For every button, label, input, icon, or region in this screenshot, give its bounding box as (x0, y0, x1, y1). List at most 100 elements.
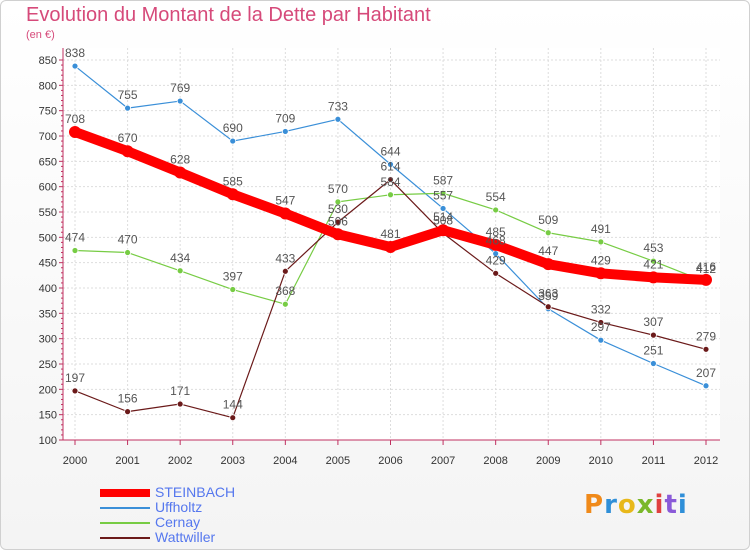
x-tick-label: 2008 (483, 455, 507, 467)
data-point (71, 62, 79, 70)
data-point (71, 387, 79, 395)
legend-label: Cernay (155, 514, 201, 530)
x-tick-label: 2003 (221, 455, 245, 467)
data-label: 690 (223, 121, 243, 135)
data-point (439, 205, 447, 212)
data-label: 468 (486, 234, 506, 248)
y-tick-label: 400 (39, 283, 57, 295)
series-lines (69, 62, 712, 422)
data-label: 412 (696, 262, 716, 276)
y-tick-label: 750 (39, 106, 57, 118)
data-label: 547 (275, 194, 295, 208)
data-label: 421 (643, 257, 663, 271)
data-point (124, 104, 131, 112)
data-label: 509 (538, 213, 558, 227)
data-point (281, 300, 289, 308)
data-point (542, 258, 555, 271)
data-label: 506 (328, 214, 348, 228)
data-label: 557 (433, 188, 453, 202)
data-point (279, 207, 292, 220)
x-tick-label: 2005 (326, 455, 350, 467)
y-tick-label: 550 (39, 207, 57, 219)
data-labels: 708 670 628 585 547 506 481 514 485 447 429 421 416 8… (65, 46, 716, 412)
y-tick-label: 800 (39, 80, 57, 92)
y-tick-label: 250 (39, 359, 57, 371)
data-point (492, 206, 500, 214)
data-label: 207 (696, 366, 716, 380)
data-label: 587 (433, 173, 453, 187)
x-tick-label: 2004 (273, 455, 297, 467)
data-label: 474 (65, 231, 85, 245)
legend-label: STEINBACH (155, 484, 236, 500)
logo-letter: i (654, 490, 665, 520)
legend: STEINBACH Uffholtz Cernay Wattwiller (100, 484, 300, 545)
data-label: 584 (380, 175, 400, 189)
data-label: 363 (538, 287, 558, 301)
y-tick-label: 700 (39, 131, 57, 143)
data-point (176, 267, 184, 275)
data-point (281, 267, 289, 275)
data-point (334, 198, 342, 206)
logo-letter: t (664, 490, 678, 520)
data-label: 368 (275, 284, 295, 298)
legend-item-cernay: Cernay (100, 514, 300, 530)
data-label: 709 (275, 111, 295, 125)
data-point (124, 249, 131, 256)
data-point (384, 240, 397, 253)
data-label: 644 (380, 144, 400, 158)
data-label: 514 (433, 210, 453, 224)
data-label: 628 (170, 152, 190, 166)
data-label: 144 (223, 398, 243, 412)
y-tick-label: 500 (39, 232, 57, 244)
data-point (387, 160, 394, 168)
data-point (229, 286, 237, 293)
data-point (594, 267, 607, 280)
logo-letter: i (677, 490, 688, 520)
legend-label: Uffholtz (155, 499, 203, 515)
legend-swatch (100, 537, 150, 539)
data-point (492, 269, 500, 277)
data-point (544, 229, 552, 237)
data-point (334, 218, 342, 226)
legend-label: Wattwiller (155, 529, 216, 545)
y-tick-label: 300 (39, 334, 57, 346)
data-point (176, 97, 184, 105)
data-point (124, 408, 131, 416)
data-label: 733 (328, 99, 348, 113)
logo-letter: P (584, 490, 605, 520)
data-label: 429 (486, 253, 506, 267)
y-tick-label: 450 (39, 258, 57, 270)
data-point (700, 273, 712, 286)
data-label: 251 (643, 343, 663, 357)
data-label: 508 (433, 213, 453, 227)
data-point (650, 360, 657, 367)
data-point (226, 188, 239, 201)
y-tick-label: 200 (39, 384, 57, 396)
unit-label: (en €) (26, 29, 55, 41)
data-point (650, 331, 657, 339)
proxiti-logo: Proxiti (584, 490, 688, 520)
data-label: 297 (591, 320, 611, 334)
data-label: 554 (486, 190, 506, 204)
y-tick-label: 600 (39, 182, 57, 194)
data-label: 585 (223, 174, 243, 188)
data-point (281, 128, 289, 135)
data-point (334, 115, 342, 123)
data-label: 197 (65, 371, 85, 385)
y-tick-label: 100 (39, 435, 57, 447)
axes: 100 150 200 250 300 350 400 450 500 550 600 650 700 7… (39, 48, 720, 467)
y-tick-label: 150 (39, 410, 57, 422)
data-point (597, 319, 605, 326)
x-tick-label: 2010 (589, 455, 613, 467)
x-tick-label: 2007 (431, 455, 455, 467)
data-point (702, 382, 710, 390)
logo-letter: r (604, 490, 618, 520)
data-label: 530 (328, 202, 348, 216)
legend-swatch (100, 489, 150, 497)
data-label: 708 (65, 112, 85, 126)
legend-item-wattwiller: Wattwiller (100, 529, 300, 545)
data-label: 670 (118, 131, 138, 145)
data-point (176, 400, 184, 408)
x-tick-label: 2001 (115, 455, 139, 467)
